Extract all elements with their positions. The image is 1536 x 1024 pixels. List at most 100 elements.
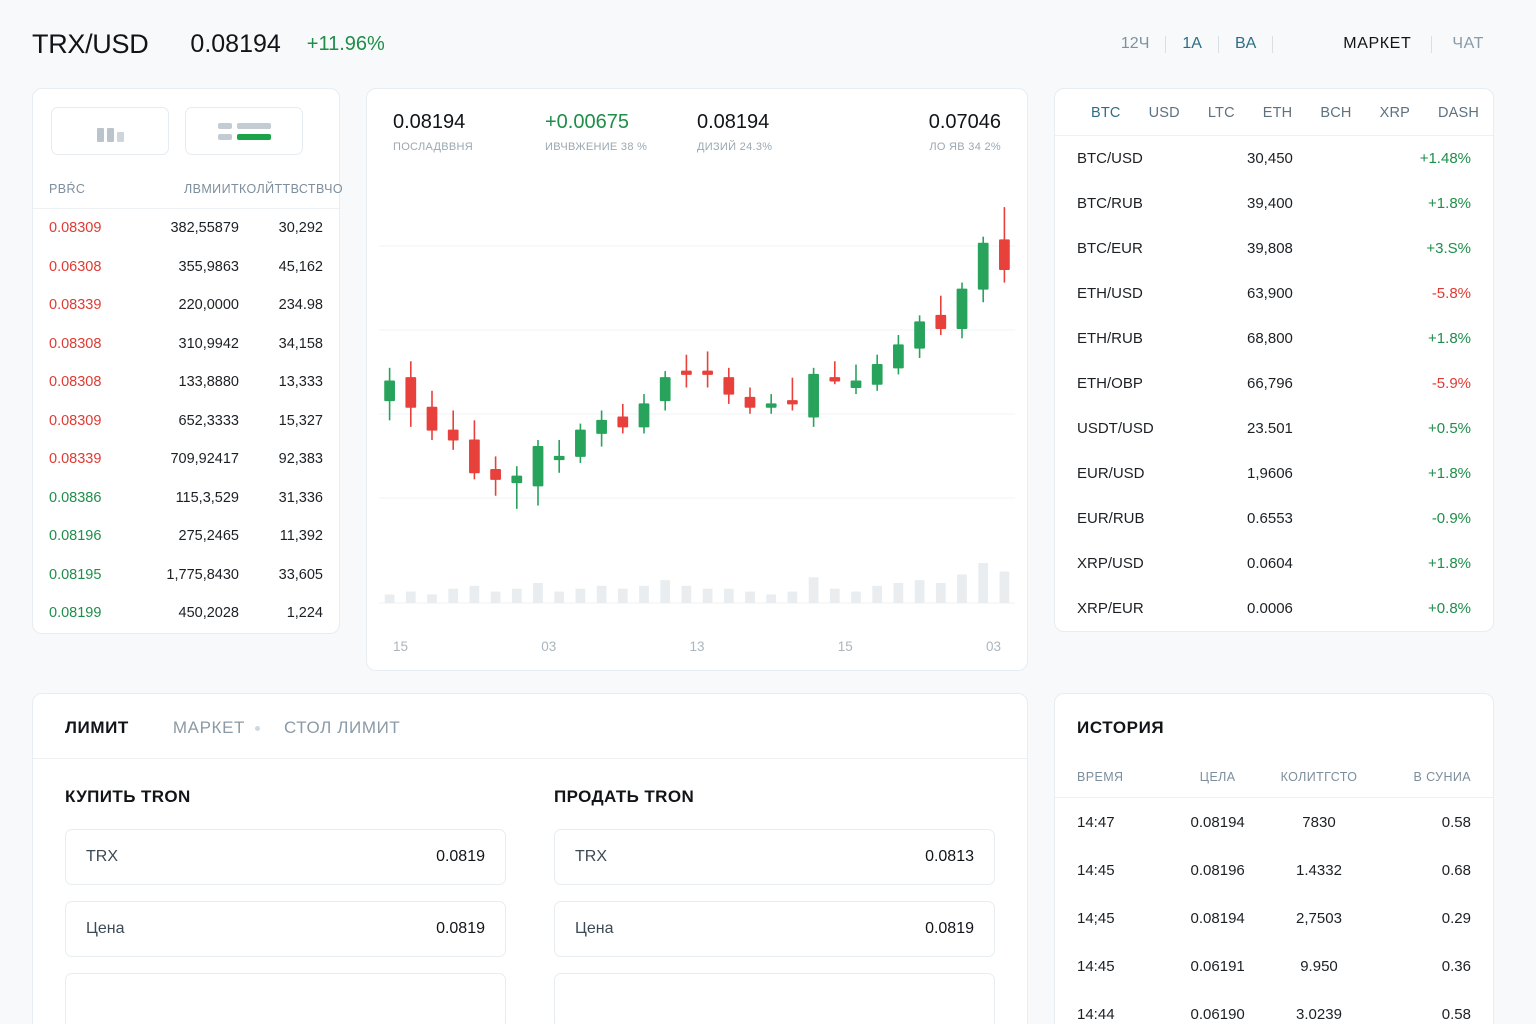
timeframe-12h[interactable]: 12Ч (1120, 35, 1150, 52)
tab-market[interactable]: МАРКЕТ (172, 718, 245, 737)
history-qty: 2,7503 (1296, 909, 1342, 927)
orderbook-total: 13,333 (278, 374, 323, 391)
orderbook-row[interactable]: 0.08308 310,9942 34,158 (33, 325, 339, 364)
orderbook-price: 0.08309 (49, 412, 102, 429)
sell-amount-label: TRX (575, 848, 607, 865)
order-form-panel: ЛИМИТ МАРКЕТ СТОЛ ЛИМИТ КУПИТЬ TRON TRX … (32, 693, 1028, 1024)
tab-market[interactable]: МАРКЕТ (1343, 35, 1412, 52)
history-row[interactable]: 14;45 0.08194 2,7503 0.29 (1055, 894, 1493, 942)
market-row[interactable]: USDT/USD 23.501 +0.5% (1055, 406, 1493, 451)
tab-limit[interactable]: ЛИМИТ (65, 718, 129, 737)
orderbook-row[interactable]: 0.08196 275,2465 11,392 (33, 517, 339, 556)
orderbook-amount: 310,9942 (178, 335, 239, 352)
buy-amount-field[interactable]: TRX 0.0819 (65, 829, 506, 885)
market-tab-dash[interactable]: DASH (1438, 105, 1480, 121)
history-price: 0.08194 (1190, 813, 1245, 831)
orderbook-amount: 1,775,8430 (166, 566, 239, 583)
market-row[interactable]: BTC/USD 30,450 +1.48% (1055, 136, 1493, 181)
chart-stats: 0.08194 ПОСЛАДВВНЯ +0.00675 ИВЧВЖЕНИЕ 38… (367, 89, 1027, 163)
timeframe-ba[interactable]: BA (1234, 35, 1257, 52)
orderbook-total: 34,158 (278, 335, 323, 352)
list-view-toggle[interactable] (185, 107, 303, 155)
market-row[interactable]: ETH/OBP 66,796 -5.9% (1055, 361, 1493, 406)
market-change: +0.8% (1428, 600, 1471, 617)
stat-last: 0.08194 ПОСЛАДВВНЯ (393, 111, 545, 153)
orderbook-row[interactable]: 0.08309 382,55879 30,292 (33, 209, 339, 248)
market-tab-ltc[interactable]: LTC (1207, 105, 1235, 121)
col-sum: В СУНИА (1413, 769, 1471, 784)
divider (1272, 35, 1274, 53)
orderbook-row[interactable]: 0.08195 1,775,8430 33,605 (33, 556, 339, 595)
stat-change-label: ИВЧВЖЕНИЕ 38 % (545, 141, 648, 153)
history-row[interactable]: 14:47 0.08194 7830 0.58 (1055, 798, 1493, 846)
history-time: 14:47 (1077, 813, 1115, 831)
orderbook-price: 0.08195 (49, 566, 102, 583)
current-price: 0.08194 (190, 29, 281, 58)
market-change: +1.48% (1419, 150, 1471, 167)
chart-panel: 0.08194 ПОСЛАДВВНЯ +0.00675 ИВЧВЖЕНИЕ 38… (366, 88, 1028, 671)
market-pair: EUR/RUB (1077, 510, 1145, 527)
market-price: 0.0604 (1247, 555, 1293, 572)
orderbook-total: 234.98 (278, 297, 323, 314)
col-price: ЦЕЛА (1199, 769, 1236, 784)
market-price: 1,9606 (1247, 465, 1293, 482)
history-panel: ИСТОРИЯ ВРЕМЯ ЦЕЛА КОЛИТГСТО В СУНИА 14:… (1054, 693, 1494, 1024)
history-price: 0.08194 (1190, 909, 1245, 927)
buy-amount-label: TRX (86, 848, 118, 865)
market-row[interactable]: ETH/RUB 68,800 +1.8% (1055, 316, 1493, 361)
orderbook-row[interactable]: 0.08308 133,8880 13,333 (33, 363, 339, 402)
sell-total-field[interactable] (554, 973, 995, 1024)
buy-price-field[interactable]: Цена 0.0819 (65, 901, 506, 957)
timeframe-1a[interactable]: 1A (1182, 35, 1202, 52)
market-row[interactable]: XRP/USD 0.0604 +1.8% (1055, 541, 1493, 586)
history-row[interactable]: 14:45 0.06191 9.950 0.36 (1055, 942, 1493, 990)
buy-total-field[interactable] (65, 973, 506, 1024)
market-tab-btc[interactable]: BTC (1091, 105, 1121, 121)
orderbook-row[interactable]: 0.08309 652,3333 15,327 (33, 402, 339, 441)
orderbook-panel: PBŔC ЛВМИИТ КОЛЙТТВСТВЧО 0.08309 382,5587… (32, 88, 343, 634)
market-change: +1.8% (1428, 195, 1471, 212)
market-row[interactable]: EUR/RUB 0.6553 -0.9% (1055, 496, 1493, 541)
orderbook-row[interactable]: 0.06308 355,9863 45,162 (33, 248, 339, 287)
market-row[interactable]: BTC/EUR 39,808 +3.S% (1055, 226, 1493, 271)
orderbook-amount: 382,55879 (170, 220, 239, 237)
orderbook-row[interactable]: 0.08199 450,2028 1,224 (33, 594, 339, 633)
orderbook-total: 31,336 (278, 489, 323, 506)
sell-amount-value: 0.0813 (925, 848, 974, 865)
sell-amount-field[interactable]: TRX 0.0813 (554, 829, 995, 885)
market-row[interactable]: BTC/RUB 39,400 +1.8% (1055, 181, 1493, 226)
history-row[interactable]: 14:44 0.06190 3.0239 0.58 (1055, 990, 1493, 1024)
chart-view-toggle[interactable] (51, 107, 169, 155)
orderbook-row[interactable]: 0.08339 220,0000 234.98 (33, 286, 339, 325)
page-title: TRX/USD (32, 28, 149, 59)
history-time: 14;45 (1077, 909, 1115, 927)
orderbook-total: 15,327 (278, 412, 323, 429)
history-row[interactable]: 14:45 0.08196 1.4332 0.68 (1055, 846, 1493, 894)
market-tab-xrp[interactable]: XRP (1379, 105, 1410, 121)
bullet-icon (255, 725, 260, 731)
market-row[interactable]: EUR/USD 1,9606 +1.8% (1055, 451, 1493, 496)
list-view-icon (217, 122, 271, 140)
sell-price-field[interactable]: Цена 0.0819 (554, 901, 995, 957)
candlestick-chart[interactable] (367, 163, 1027, 633)
orderbook-row[interactable]: 0.08339 709,92417 92,383 (33, 440, 339, 479)
orderbook-total: 45,162 (278, 258, 323, 275)
col-qty: КОЛИТГСТО (1280, 769, 1358, 784)
market-tab-eth[interactable]: ETH (1262, 105, 1293, 121)
stat-high-label: ДИЗИЙ 24.3% (697, 141, 773, 153)
divider (1165, 35, 1167, 53)
tab-stop-limit[interactable]: СТОЛ ЛИМИТ (284, 718, 401, 737)
stat-change: +0.00675 ИВЧВЖЕНИЕ 38 % (545, 111, 697, 153)
market-tab-usd[interactable]: USD (1148, 105, 1180, 121)
market-row[interactable]: ETH/USD 63,900 -5.8% (1055, 271, 1493, 316)
market-price: 23.501 (1247, 420, 1293, 437)
history-sum: 0.58 (1441, 813, 1471, 831)
market-price: 39,400 (1247, 195, 1293, 212)
market-tab-bch[interactable]: BCH (1320, 105, 1352, 121)
tab-chat[interactable]: ЧАТ (1452, 35, 1484, 52)
orderbook-row[interactable]: 0.08386 115,3,529 31,336 (33, 479, 339, 518)
history-header: ВРЕМЯ ЦЕЛА КОЛИТГСТО В СУНИА (1055, 756, 1493, 798)
market-row[interactable]: XRP/EUR 0.0006 +0.8% (1055, 586, 1493, 631)
history-sum: 0.36 (1441, 957, 1471, 975)
